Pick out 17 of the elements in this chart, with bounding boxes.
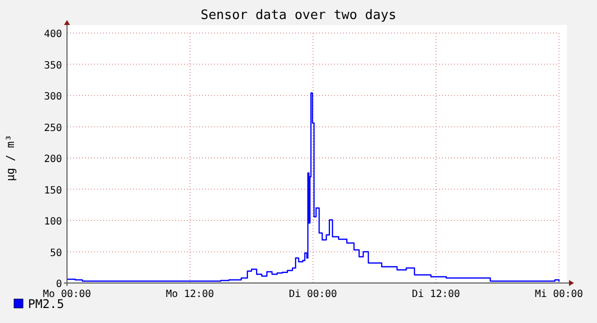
y-tick-label: 100: [44, 216, 62, 228]
x-tick-label: Mo 00:00: [42, 289, 92, 300]
y-tick-label: 50: [50, 248, 62, 259]
x-tick-label: Mi 00:00: [534, 289, 584, 300]
y-tick-label: 200: [44, 154, 62, 165]
x-tick-label: Di 00:00: [288, 289, 338, 300]
x-tick-label: Mo 12:00: [166, 289, 214, 300]
y-tick-label: 400: [44, 29, 62, 40]
y-axis-title: µg / m³: [4, 134, 17, 182]
y-tick-label: 300: [44, 92, 62, 102]
y-tick-label: 0: [56, 279, 62, 290]
y-tick-label: 350: [44, 60, 62, 72]
chart-title: Sensor data over two days: [200, 8, 396, 23]
y-tick-label: 250: [44, 122, 62, 134]
x-tick-label: Di 12:00: [412, 289, 460, 300]
y-tick-label: 150: [44, 185, 62, 196]
legend-label: PM2.5: [28, 297, 64, 311]
